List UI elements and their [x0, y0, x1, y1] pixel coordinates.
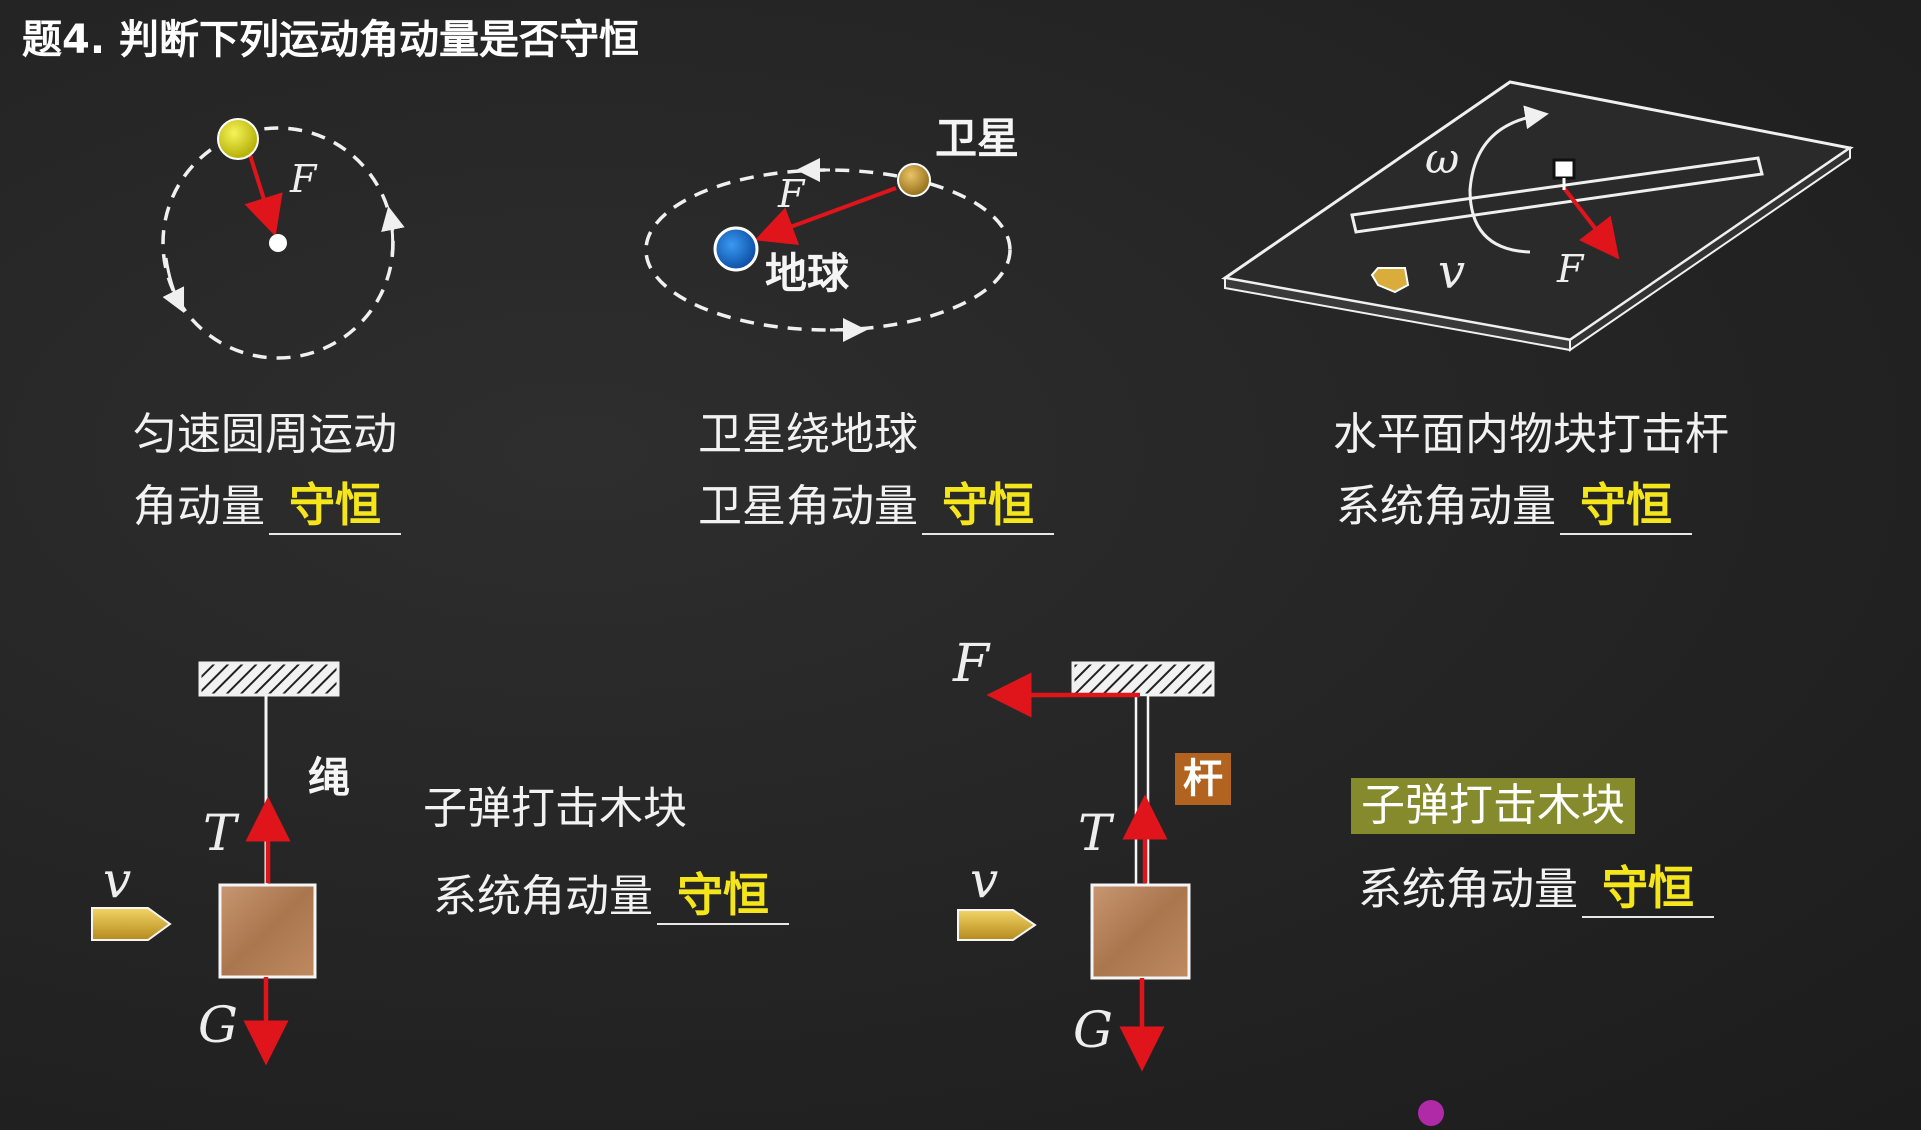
- p4-gravity-label: G: [198, 996, 238, 1054]
- p1-answer: 守恒: [289, 478, 381, 532]
- ceiling-support: [198, 661, 340, 697]
- rod: [1350, 156, 1764, 234]
- p2-force-label: F: [778, 172, 805, 216]
- satellite: [897, 163, 931, 197]
- p3-caption: 水平面内物块打击杆: [1333, 409, 1729, 460]
- earth-label: 地球: [765, 249, 850, 298]
- p5-question: 系统角动量 守恒: [1358, 865, 1714, 918]
- panel4-rope-block: [91, 661, 340, 1066]
- wood-block: [218, 883, 317, 979]
- p5-gravity-label: G: [1073, 1001, 1113, 1059]
- pivot: [1552, 158, 1576, 180]
- orbit-direction-arrow-right: [381, 206, 405, 256]
- gravity-force-arrow: [754, 186, 897, 246]
- p5-caption-highlight: 子弹打击木块: [1351, 778, 1635, 834]
- orbit-direction-arrow-left: [162, 257, 185, 314]
- rope-label: 绳: [308, 753, 351, 802]
- cursor-icon: [1418, 1100, 1444, 1126]
- plane-edge-right: [1569, 146, 1851, 352]
- panel5-rod-block: [957, 661, 1215, 1072]
- page-title: 题4. 判断下列运动角动量是否守恒: [22, 17, 639, 63]
- p5-tension-label: T: [1078, 804, 1112, 862]
- p3-v-label: v: [1438, 244, 1466, 300]
- p5-answer: 守恒: [1602, 861, 1694, 915]
- p4-answer: 守恒: [677, 868, 769, 922]
- wood-block: [1090, 883, 1191, 980]
- p3-answer: 守恒: [1580, 478, 1672, 532]
- omega-rotation-arrow: [1468, 105, 1549, 254]
- p1-caption: 匀速圆周运动: [133, 409, 397, 460]
- p3-force-label: F: [1557, 247, 1584, 291]
- panel1-circular-motion: [161, 118, 405, 360]
- p2-answer: 守恒: [942, 478, 1034, 532]
- p1-force-label: F: [290, 157, 317, 201]
- p2-caption: 卫星绕地球: [698, 409, 918, 460]
- p4-caption: 子弹打击木块: [423, 783, 687, 834]
- moving-ball: [217, 118, 259, 160]
- centripetal-force-arrow: [244, 154, 283, 237]
- rod-tag: 杆: [1175, 753, 1231, 805]
- earth: [713, 226, 759, 272]
- small-block: [1370, 267, 1410, 294]
- bullet: [957, 909, 1037, 941]
- p5-v-label: v: [970, 851, 999, 909]
- p5-force-label: F: [953, 634, 990, 694]
- p2-question: 卫星角动量 守恒: [698, 482, 1054, 535]
- circle-center-dot: [269, 234, 287, 252]
- p3-question: 系统角动量 守恒: [1336, 482, 1692, 535]
- panel2-satellite-orbit: [644, 158, 1012, 342]
- p4-question: 系统角动量 守恒: [433, 872, 789, 925]
- elliptical-orbit-path: [644, 168, 1012, 332]
- ceiling-support: [1071, 661, 1215, 697]
- p4-tension-label: T: [203, 804, 237, 862]
- omega-label: ω: [1425, 134, 1460, 183]
- rod-force-arrow: [1562, 186, 1620, 260]
- p4-v-label: v: [103, 851, 132, 909]
- p1-question: 角动量 守恒: [133, 482, 401, 535]
- satellite-label: 卫星: [935, 114, 1020, 163]
- panel3-block-hits-rod: [1221, 80, 1854, 352]
- bullet: [91, 907, 172, 941]
